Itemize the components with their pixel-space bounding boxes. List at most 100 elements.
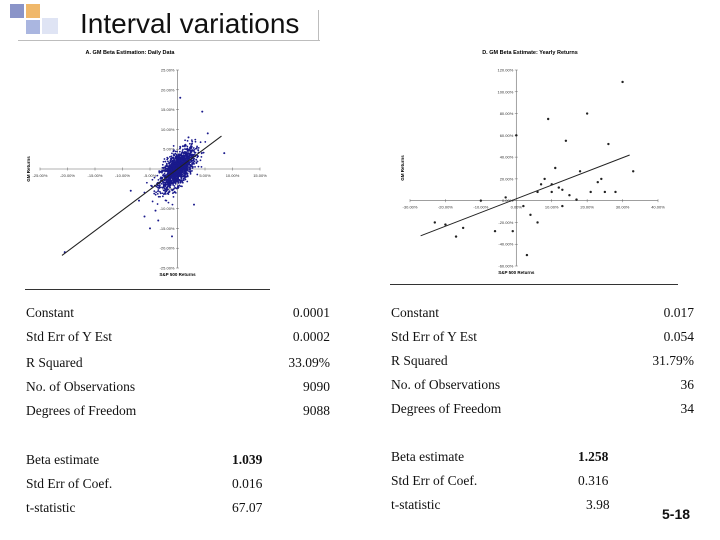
data-point bbox=[165, 181, 167, 184]
data-point bbox=[182, 177, 185, 180]
data-point bbox=[199, 141, 202, 144]
data-point bbox=[172, 184, 175, 186]
data-point bbox=[186, 145, 189, 148]
data-point bbox=[151, 200, 154, 203]
data-point bbox=[180, 158, 183, 161]
data-point bbox=[196, 154, 199, 157]
data-point bbox=[183, 160, 186, 163]
data-point bbox=[159, 195, 161, 198]
data-point bbox=[184, 164, 187, 167]
right-beta-value: 1.258 bbox=[578, 449, 609, 464]
data-point bbox=[189, 172, 192, 175]
data-point bbox=[161, 170, 163, 173]
data-point bbox=[179, 145, 182, 148]
data-point bbox=[190, 147, 193, 149]
data-point bbox=[191, 142, 193, 145]
data-point bbox=[169, 164, 172, 167]
left-dof-value: 9088 bbox=[303, 403, 330, 418]
data-point bbox=[158, 184, 161, 187]
data-point bbox=[522, 204, 525, 208]
data-point bbox=[179, 174, 182, 177]
x-tick-label: 5.00% bbox=[199, 173, 211, 178]
data-point bbox=[166, 164, 168, 167]
left-stderr-y-label: Std Err of Y Est bbox=[26, 329, 112, 344]
data-point bbox=[160, 182, 163, 185]
data-point bbox=[515, 134, 518, 137]
data-point bbox=[189, 153, 192, 155]
y-tick-label: 20.00% bbox=[500, 176, 514, 181]
data-point bbox=[561, 188, 564, 191]
y-tick-label: -15.00% bbox=[160, 226, 175, 231]
data-point bbox=[161, 163, 164, 166]
data-point bbox=[129, 189, 132, 192]
data-point bbox=[575, 198, 578, 201]
right-tstat-value: 3.98 bbox=[586, 497, 610, 512]
data-point bbox=[182, 155, 185, 158]
data-point bbox=[176, 157, 179, 159]
data-point bbox=[175, 173, 178, 176]
data-point bbox=[174, 180, 177, 183]
data-point bbox=[172, 181, 175, 184]
data-point bbox=[184, 178, 187, 181]
data-point bbox=[179, 179, 182, 182]
x-axis-label: S&P 500 Returns bbox=[159, 272, 196, 277]
data-point bbox=[165, 199, 168, 202]
y-tick-label: 100.00% bbox=[497, 89, 513, 94]
data-point bbox=[564, 139, 568, 142]
data-point bbox=[176, 170, 178, 173]
data-point bbox=[201, 110, 204, 113]
data-point bbox=[178, 150, 181, 153]
data-point bbox=[184, 154, 187, 157]
x-tick-label: -10.00% bbox=[115, 173, 130, 178]
data-point bbox=[196, 173, 199, 176]
y-tick-label: 5.00% bbox=[163, 147, 175, 152]
y-tick-label: 40.00% bbox=[500, 155, 514, 160]
daily-beta-chart: A. GM Beta Estimation: Daily Data -25.00%… bbox=[26, 50, 267, 277]
data-point bbox=[175, 153, 178, 156]
data-point bbox=[188, 142, 191, 145]
data-point bbox=[454, 235, 458, 238]
data-point bbox=[554, 166, 557, 170]
data-point bbox=[174, 152, 177, 155]
data-point bbox=[186, 147, 189, 150]
data-point bbox=[184, 166, 186, 169]
x-tick-label: -30.00% bbox=[403, 205, 418, 210]
data-point bbox=[173, 153, 175, 156]
data-point bbox=[176, 180, 179, 183]
data-point bbox=[167, 184, 169, 187]
data-point bbox=[175, 165, 178, 168]
slide-number: 5-18 bbox=[662, 506, 691, 522]
left-constant-value: 0.0001 bbox=[292, 305, 330, 320]
data-point bbox=[179, 96, 182, 99]
data-point bbox=[164, 188, 167, 191]
y-tick-label: 25.00% bbox=[161, 68, 175, 73]
data-point bbox=[162, 169, 165, 172]
data-point bbox=[178, 173, 181, 175]
data-point bbox=[578, 170, 582, 173]
data-point bbox=[603, 190, 607, 194]
left-beta-label: Beta estimate bbox=[26, 452, 100, 467]
data-point bbox=[169, 186, 172, 189]
data-point bbox=[182, 173, 185, 175]
data-point bbox=[188, 154, 191, 157]
data-point bbox=[174, 157, 177, 160]
data-point bbox=[171, 192, 174, 195]
data-point bbox=[162, 189, 165, 192]
data-point bbox=[176, 150, 178, 153]
data-point bbox=[138, 199, 140, 202]
data-point bbox=[543, 177, 546, 181]
data-point bbox=[171, 188, 173, 191]
left-dof-label: Degrees of Freedom bbox=[26, 403, 137, 418]
y-tick-label: 15.00% bbox=[161, 107, 175, 112]
data-point bbox=[191, 153, 194, 156]
data-point bbox=[160, 176, 162, 179]
yearly-beta-chart: D. GM Beta Estimate: Yearly Returns -30.0… bbox=[400, 50, 665, 275]
data-point bbox=[479, 199, 483, 202]
data-point bbox=[171, 157, 174, 159]
data-point bbox=[193, 150, 196, 153]
data-point bbox=[159, 192, 162, 195]
data-point bbox=[167, 172, 170, 174]
data-point bbox=[161, 195, 164, 198]
data-point bbox=[159, 186, 162, 189]
data-point bbox=[182, 165, 185, 168]
